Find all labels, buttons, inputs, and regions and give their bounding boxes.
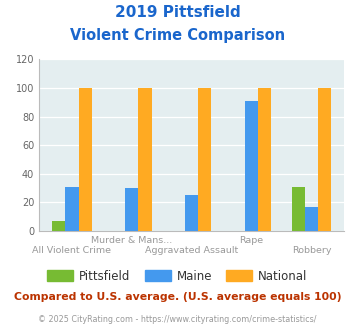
Text: © 2025 CityRating.com - https://www.cityrating.com/crime-statistics/: © 2025 CityRating.com - https://www.city… — [38, 315, 317, 324]
Bar — [318, 88, 331, 231]
Bar — [305, 207, 318, 231]
Text: 2019 Pittsfield: 2019 Pittsfield — [115, 5, 240, 20]
Bar — [185, 195, 198, 231]
Legend: Pittsfield, Maine, National: Pittsfield, Maine, National — [43, 265, 312, 287]
Text: Murder & Mans...: Murder & Mans... — [91, 236, 173, 245]
Bar — [65, 187, 78, 231]
Bar — [138, 88, 152, 231]
Bar — [258, 88, 271, 231]
Text: Compared to U.S. average. (U.S. average equals 100): Compared to U.S. average. (U.S. average … — [14, 292, 341, 302]
Text: Rape: Rape — [240, 236, 264, 245]
Text: All Violent Crime: All Violent Crime — [32, 246, 111, 255]
Bar — [245, 101, 258, 231]
Bar — [292, 187, 305, 231]
Bar — [198, 88, 212, 231]
Text: Robbery: Robbery — [292, 246, 331, 255]
Bar — [125, 188, 138, 231]
Bar — [52, 221, 65, 231]
Text: Violent Crime Comparison: Violent Crime Comparison — [70, 28, 285, 43]
Text: Aggravated Assault: Aggravated Assault — [145, 246, 238, 255]
Bar — [78, 88, 92, 231]
